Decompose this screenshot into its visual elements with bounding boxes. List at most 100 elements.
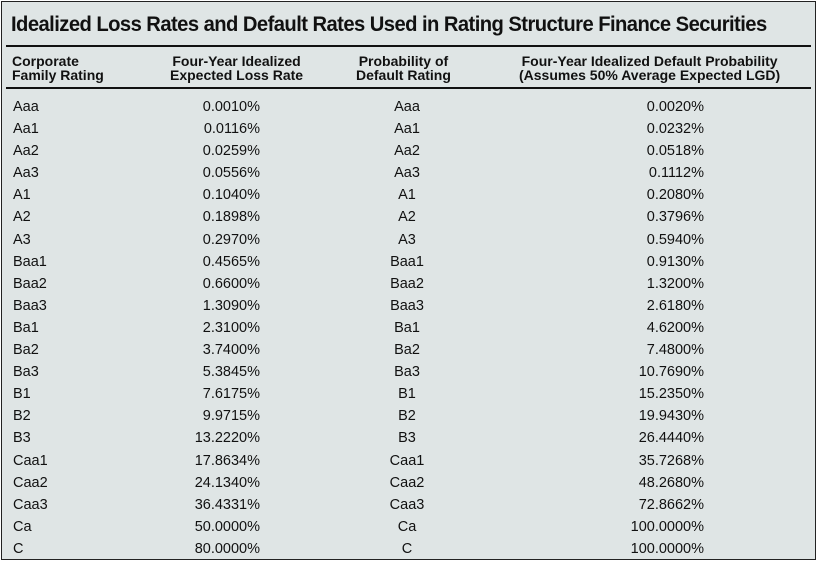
cell-expected-loss-rate: 5.3845% <box>202 364 260 381</box>
header-rule <box>6 87 811 89</box>
cell-expected-loss-rate: 0.1898% <box>202 209 260 226</box>
cell-expected-loss-rate: 0.2970% <box>202 231 260 248</box>
cell-default-probability: 7.4800% <box>646 342 704 359</box>
cell-corporate-family-rating: A3 <box>13 231 31 248</box>
cell-corporate-family-rating: Aa2 <box>13 143 39 160</box>
table-row: Caa1 17.8634% Caa1 35.7268% <box>2 452 815 474</box>
table-row: Ba1 2.3100% Ba1 4.6200% <box>2 319 815 341</box>
table-row: Ba3 5.3845% Ba3 10.7690% <box>2 363 815 385</box>
header-expected-loss-rate: Four-Year Idealized Expected Loss Rate <box>170 53 304 83</box>
cell-default-rating: Ba3 <box>394 364 420 381</box>
cell-default-probability: 4.6200% <box>646 319 704 336</box>
table-body: Aaa 0.0010% Aaa 0.0020% Aa1 0.0116% Aa1 0.0232%… <box>2 98 815 562</box>
cell-expected-loss-rate: 36.4331% <box>194 496 260 513</box>
table-row: B1 7.6175% B1 15.2350% <box>2 385 815 407</box>
cell-default-probability: 72.8662% <box>638 496 704 513</box>
cell-corporate-family-rating: Baa2 <box>13 275 47 292</box>
table-row: A3 0.2970% A3 0.5940% <box>2 231 815 253</box>
cell-corporate-family-rating: B3 <box>13 430 31 447</box>
cell-default-probability: 10.7690% <box>638 364 704 381</box>
table-row: Ba2 3.7400% Ba2 7.4800% <box>2 341 815 363</box>
cell-expected-loss-rate: 0.0259% <box>202 143 260 160</box>
cell-corporate-family-rating: Aa3 <box>13 165 39 182</box>
cell-corporate-family-rating: A1 <box>13 187 31 204</box>
header-probability-of-default-rating: Probability of Default Rating <box>356 53 451 83</box>
cell-expected-loss-rate: 0.6600% <box>202 275 260 292</box>
cell-corporate-family-rating: Ca <box>13 518 32 535</box>
cell-expected-loss-rate: 50.0000% <box>194 518 260 535</box>
cell-default-rating: Baa1 <box>390 253 424 270</box>
table-row: Baa1 0.4565% Baa1 0.9130% <box>2 253 815 275</box>
cell-expected-loss-rate: 2.3100% <box>202 319 260 336</box>
cell-expected-loss-rate: 0.0556% <box>202 165 260 182</box>
cell-default-probability: 26.4440% <box>638 430 704 447</box>
cell-corporate-family-rating: Caa2 <box>13 474 48 491</box>
table-row: B3 13.2220% B3 26.4440% <box>2 429 815 451</box>
cell-corporate-family-rating: C <box>13 540 24 557</box>
cell-default-probability: 0.2080% <box>646 187 704 204</box>
header-corporate-family-rating: Corporate Family Rating <box>12 53 104 83</box>
cell-default-probability: 1.3200% <box>646 275 704 292</box>
cell-expected-loss-rate: 0.4565% <box>202 253 260 270</box>
cell-default-rating: Caa2 <box>389 474 425 491</box>
table-row: Caa3 36.4331% Caa3 72.8662% <box>2 496 815 518</box>
cell-default-probability: 0.5940% <box>646 231 704 248</box>
table-row: Baa3 1.3090% Baa3 2.6180% <box>2 297 815 319</box>
cell-default-rating: B1 <box>398 386 416 403</box>
cell-default-rating: Ba2 <box>394 342 420 359</box>
cell-corporate-family-rating: B1 <box>13 386 31 403</box>
cell-default-rating: Ba1 <box>394 319 420 336</box>
cell-default-rating: Baa3 <box>390 297 424 314</box>
cell-default-rating: Caa1 <box>389 452 425 469</box>
cell-corporate-family-rating: Ba2 <box>13 342 39 359</box>
table-row: A1 0.1040% A1 0.2080% <box>2 186 815 208</box>
cell-default-rating: Aa3 <box>394 165 420 182</box>
table-row: Ca 50.0000% Ca 100.0000% <box>2 518 815 540</box>
cell-expected-loss-rate: 7.6175% <box>202 386 260 403</box>
cell-corporate-family-rating: Caa3 <box>13 496 48 513</box>
cell-default-rating: Aaa <box>394 99 420 115</box>
cell-default-probability: 19.9430% <box>638 408 704 425</box>
cell-corporate-family-rating: Aa1 <box>13 121 39 138</box>
cell-corporate-family-rating: Baa3 <box>13 297 47 314</box>
table-row: Caa2 24.1340% Caa2 48.2680% <box>2 474 815 496</box>
table-row: Baa2 0.6600% Baa2 1.3200% <box>2 275 815 297</box>
cell-corporate-family-rating: Aaa <box>13 99 39 115</box>
table-row: Aa2 0.0259% Aa2 0.0518% <box>2 142 815 164</box>
cell-default-probability: 0.0232% <box>646 121 704 138</box>
cell-default-rating: Caa3 <box>389 496 425 513</box>
cell-default-rating: Aa1 <box>394 121 420 138</box>
cell-expected-loss-rate: 9.9715% <box>202 408 260 425</box>
cell-default-probability: 35.7268% <box>638 452 704 469</box>
cell-default-rating: Ca <box>397 518 417 535</box>
cell-default-rating: A1 <box>398 187 416 204</box>
title-rule <box>6 45 811 47</box>
table-row: A2 0.1898% A2 0.3796% <box>2 208 815 230</box>
cell-expected-loss-rate: 0.1040% <box>202 187 260 204</box>
header-default-probability: Four-Year Idealized Default Probability … <box>519 53 781 83</box>
cell-default-probability: 100.0000% <box>630 540 704 557</box>
cell-expected-loss-rate: 13.2220% <box>194 430 260 447</box>
table-row: Aa1 0.0116% Aa1 0.0232% <box>2 120 815 142</box>
cell-expected-loss-rate: 3.7400% <box>202 342 260 359</box>
cell-default-probability: 0.0020% <box>646 99 704 115</box>
cell-default-probability: 2.6180% <box>646 297 704 314</box>
cell-default-rating: Baa2 <box>390 275 424 292</box>
cell-default-rating: C <box>401 540 413 557</box>
cell-expected-loss-rate: 24.1340% <box>194 474 260 491</box>
cell-corporate-family-rating: B2 <box>13 408 31 425</box>
cell-corporate-family-rating: Baa1 <box>13 253 47 270</box>
cell-default-probability: 0.3796% <box>646 209 704 226</box>
cell-expected-loss-rate: 17.8634% <box>194 452 260 469</box>
cell-expected-loss-rate: 80.0000% <box>194 540 260 557</box>
cell-default-probability: 0.1112% <box>648 165 704 182</box>
cell-default-probability: 0.0518% <box>646 143 704 160</box>
cell-default-probability: 0.9130% <box>646 253 704 270</box>
table-row: C 80.0000% C 100.0000% <box>2 540 815 562</box>
table-row: B2 9.9715% B2 19.9430% <box>2 407 815 429</box>
cell-default-rating: B3 <box>398 430 416 447</box>
cell-expected-loss-rate: 0.0116% <box>203 121 260 138</box>
cell-corporate-family-rating: Ba3 <box>13 364 39 381</box>
table-title: Idealized Loss Rates and Default Rates U… <box>11 12 767 36</box>
